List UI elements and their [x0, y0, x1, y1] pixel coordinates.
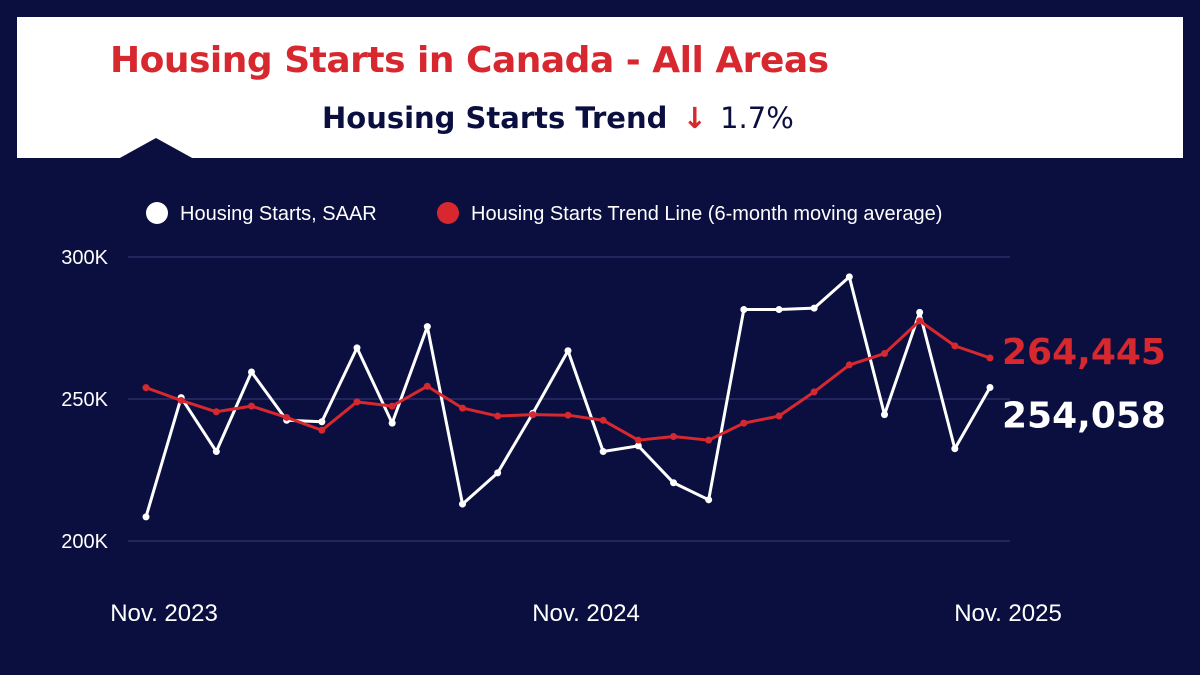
data-point: [599, 416, 607, 424]
series-trend: [142, 317, 994, 444]
data-point: [881, 411, 888, 419]
data-point: [353, 398, 361, 406]
data-point: [564, 347, 572, 355]
subtitle-row: Housing Starts Trend ↓ 1.7%: [322, 101, 794, 135]
data-point: [142, 384, 150, 392]
series-saar: [142, 273, 994, 521]
data-point: [248, 368, 255, 376]
legend-marker-trend: [437, 202, 459, 224]
trend-change-value: 1.7%: [720, 101, 794, 135]
data-point: [810, 304, 818, 312]
data-point: [564, 411, 572, 419]
data-point: [459, 500, 466, 508]
chart-subtitle: Housing Starts Trend: [322, 101, 668, 135]
data-point: [951, 342, 959, 350]
data-point: [353, 344, 361, 352]
down-arrow-icon: ↓: [682, 101, 707, 135]
data-point: [740, 306, 748, 314]
y-tick-label: 300K: [61, 247, 108, 269]
y-tick-label: 200K: [61, 531, 108, 553]
data-point: [212, 448, 220, 456]
data-point: [916, 317, 924, 325]
data-point: [142, 513, 150, 521]
chart-title: Housing Starts in Canada - All Areas: [110, 40, 829, 81]
data-point: [845, 273, 853, 281]
data-point: [423, 323, 431, 331]
data-point: [916, 308, 924, 316]
y-axis-ticks: 200K 250K 300K: [61, 247, 108, 553]
data-point: [775, 306, 783, 314]
data-point: [283, 413, 291, 421]
data-point: [740, 419, 748, 427]
data-point: [599, 448, 607, 456]
data-point: [423, 382, 431, 390]
header-panel: [17, 17, 1183, 158]
end-labels: 264,445 254,058: [1002, 332, 1166, 436]
data-point: [212, 408, 220, 416]
series-line-saar: [144, 275, 992, 518]
end-value-saar: 254,058: [1002, 395, 1166, 436]
data-point: [388, 402, 396, 410]
x-tick-label: Nov. 2024: [532, 600, 640, 627]
series-line-trend: [145, 319, 991, 442]
data-point: [248, 402, 255, 410]
data-point: [951, 445, 959, 453]
data-point: [670, 479, 677, 487]
data-point: [494, 412, 502, 420]
data-point: [775, 412, 783, 420]
series-layer: [142, 273, 994, 521]
x-axis-ticks: Nov. 2023 Nov. 2024 Nov. 2025: [110, 600, 1062, 627]
data-point: [705, 496, 713, 504]
legend-label-saar: Housing Starts, SAAR: [180, 203, 377, 225]
x-tick-label: Nov. 2023: [110, 600, 218, 627]
data-point: [705, 436, 713, 444]
data-point: [845, 361, 853, 369]
legend-label-trend: Housing Starts Trend Line (6-month movin…: [471, 203, 942, 225]
data-point: [529, 411, 537, 419]
data-point: [810, 388, 818, 396]
data-point: [881, 350, 888, 358]
data-point: [670, 432, 677, 440]
end-value-trend: 264,445: [1002, 332, 1166, 373]
y-tick-label: 250K: [61, 389, 108, 411]
legend-marker-saar: [146, 202, 168, 224]
data-point: [634, 436, 642, 444]
x-tick-label: Nov. 2025: [954, 600, 1062, 627]
data-point: [986, 354, 994, 362]
data-point: [318, 426, 326, 434]
data-point: [634, 442, 642, 450]
data-point: [459, 404, 466, 412]
data-point: [388, 419, 396, 427]
gridlines: [128, 256, 1010, 542]
legend: Housing Starts, SAAR Housing Starts Tren…: [146, 202, 942, 225]
data-point: [494, 469, 502, 477]
data-point: [986, 383, 994, 391]
header-notch: [118, 138, 194, 159]
data-point: [318, 418, 326, 426]
data-point: [177, 396, 185, 404]
